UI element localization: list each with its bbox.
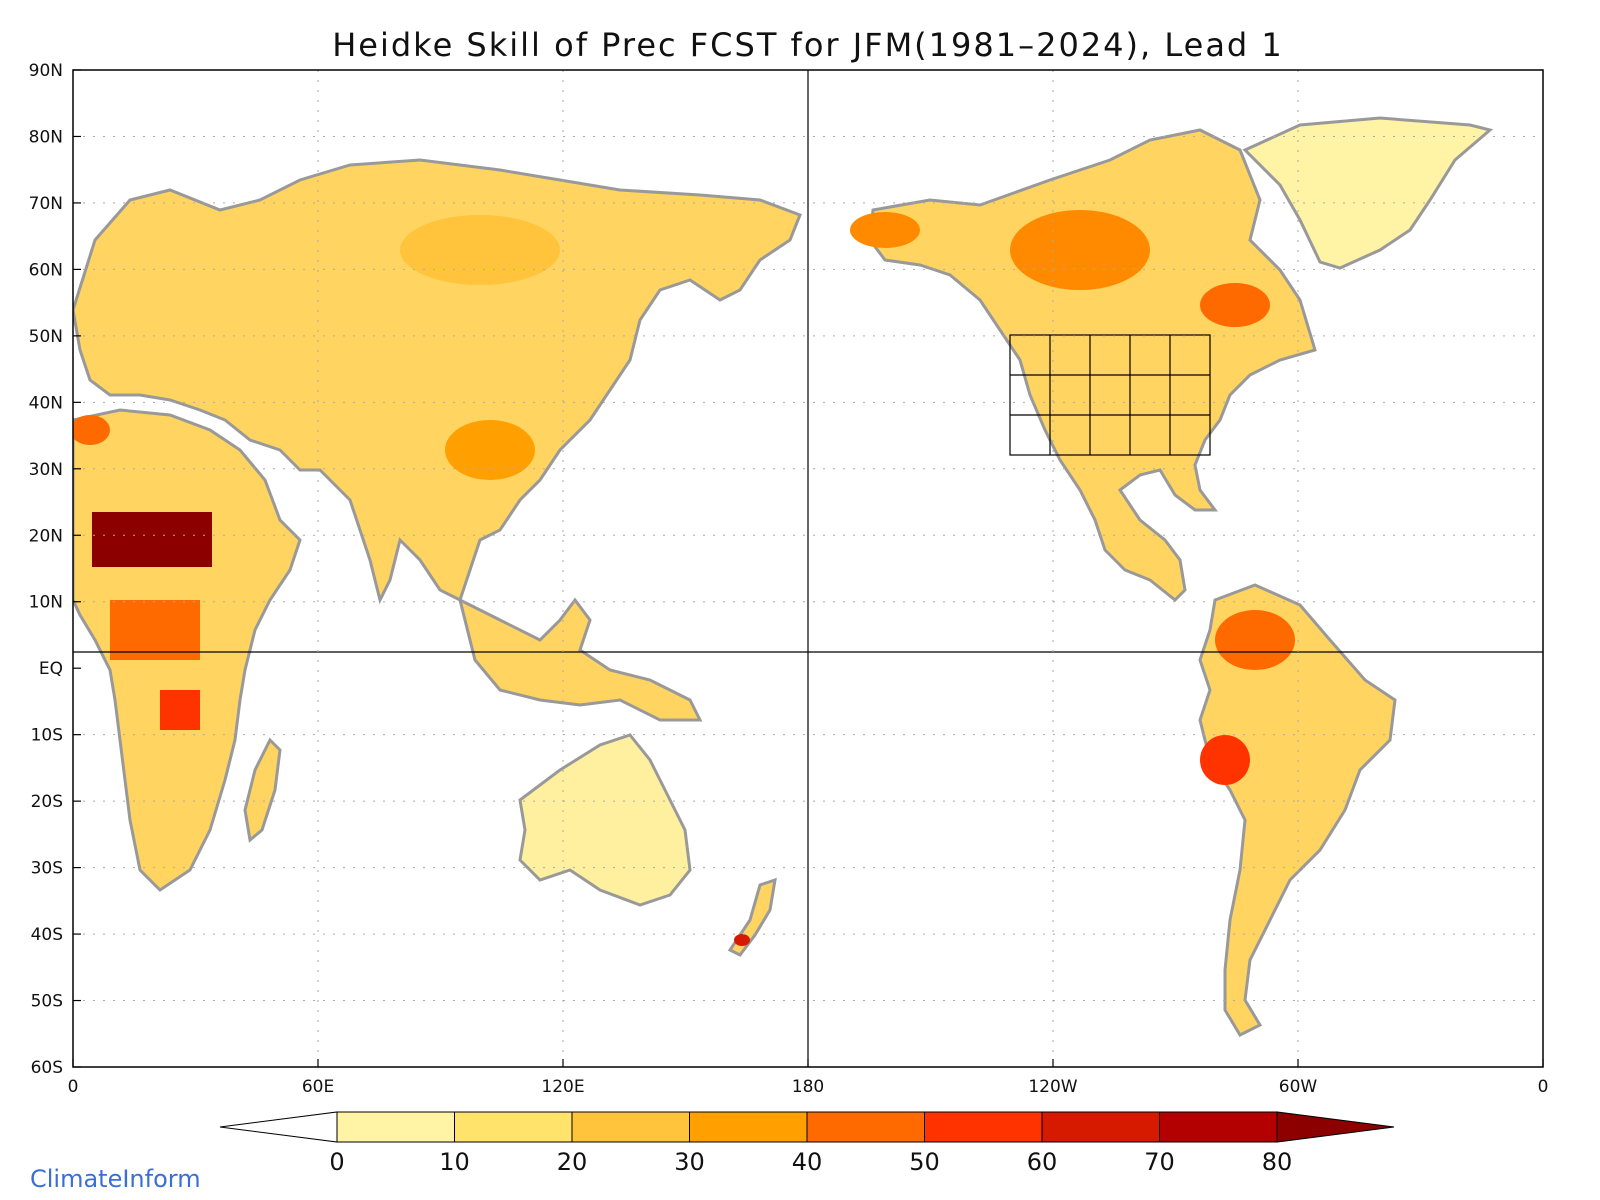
- skill-hotspots: [73, 210, 1295, 946]
- hotspot-canada: [1010, 210, 1150, 290]
- x-tick-label: 120W: [1028, 1077, 1077, 1097]
- hotspot-east-africa: [160, 690, 200, 730]
- colorbar-label: 20: [557, 1148, 588, 1176]
- colorbar-label: 0: [329, 1148, 344, 1176]
- colorbar-segment: [806, 1111, 925, 1143]
- y-tick-label: 30S: [31, 859, 63, 879]
- x-tick-label: 60E: [302, 1077, 334, 1097]
- hotspot-amazon: [1215, 610, 1295, 670]
- colorbar-label: 70: [1144, 1148, 1175, 1176]
- y-tick-label: 10N: [29, 593, 63, 613]
- hotspot-sahel: [92, 512, 212, 567]
- hotspot-andes: [1200, 735, 1250, 785]
- x-tick-label: 120E: [541, 1077, 584, 1097]
- colorbar-label: 50: [909, 1148, 940, 1176]
- colorbar-segment: [454, 1111, 573, 1143]
- y-tick-label: 80N: [29, 127, 63, 147]
- hotspot-central-africa: [110, 600, 200, 660]
- x-tick-label: 0: [68, 1077, 79, 1097]
- colorbar-label: 60: [1027, 1148, 1058, 1176]
- y-tick-label: 40S: [31, 925, 63, 945]
- colorbar-label: 30: [674, 1148, 705, 1176]
- y-axis: 90N 80N 70N 60N 50N 40N 30N 20N 10N EQ 10S 20S 30S 40…: [29, 61, 81, 1078]
- y-tick-label: 60S: [31, 1058, 63, 1078]
- x-tick-label: 60W: [1279, 1077, 1318, 1097]
- y-tick-label: 30N: [29, 460, 63, 480]
- y-tick-label: 20N: [29, 526, 63, 546]
- hotspot-west-africa: [73, 415, 110, 445]
- credit-label: ClimateInform: [30, 1165, 201, 1193]
- land-maritime-continent: [457, 597, 703, 722]
- colorbar-label: 40: [792, 1148, 823, 1176]
- y-tick-label: 20S: [31, 792, 63, 812]
- skill-field: [73, 116, 1494, 1037]
- colorbar-label: 80: [1262, 1148, 1293, 1176]
- x-tick-label: 180: [792, 1077, 824, 1097]
- colorbar-segment: [924, 1111, 1043, 1143]
- colorbar-segment: [689, 1111, 808, 1143]
- y-tick-label: 10S: [31, 726, 63, 746]
- colorbar-over-triangle: [1276, 1111, 1395, 1143]
- land-madagascar: [243, 737, 282, 843]
- y-tick-label: 70N: [29, 194, 63, 214]
- colorbar-under-triangle: [219, 1111, 338, 1143]
- land-north-america: [868, 128, 1317, 603]
- y-tick-label: 50S: [31, 992, 63, 1012]
- hotspot-china: [445, 420, 535, 480]
- map-title: Heidke Skill of Prec FCST for JFM(1981–2…: [332, 26, 1284, 64]
- hotspot-siberia: [400, 215, 560, 285]
- hotspot-quebec: [1200, 283, 1270, 327]
- y-tick-label: EQ: [39, 659, 63, 679]
- us-borders: [1009, 334, 1211, 456]
- hotspot-nz: [734, 934, 750, 946]
- colorbar-segment: [1159, 1111, 1278, 1143]
- land-greenland: [1242, 116, 1494, 270]
- colorbar-segment: [336, 1111, 455, 1143]
- land-eurasia: [73, 158, 802, 605]
- colorbar-label: 10: [439, 1148, 470, 1176]
- colorbar-segment: [1041, 1111, 1160, 1143]
- land-australia: [518, 733, 692, 907]
- y-tick-label: 50N: [29, 327, 63, 347]
- y-tick-label: 90N: [29, 61, 63, 81]
- x-tick-label: 0: [1538, 1077, 1549, 1097]
- x-axis: 0 60E 120E 180 120W 60W 0: [68, 1059, 1549, 1097]
- colorbar: 0 10 20 30 40 50 60 70 80: [219, 1111, 1395, 1176]
- y-tick-label: 40N: [29, 393, 63, 413]
- gridlines: [73, 70, 1543, 1067]
- y-tick-label: 60N: [29, 260, 63, 280]
- hotspot-alaska: [850, 212, 920, 248]
- colorbar-segment: [571, 1111, 690, 1143]
